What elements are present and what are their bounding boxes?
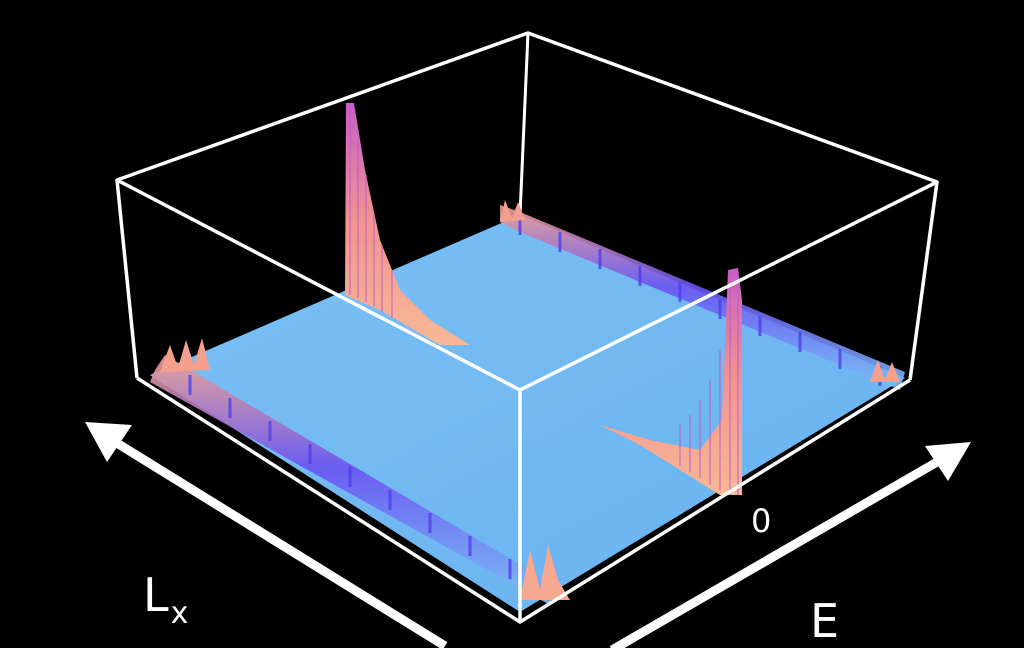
left-front-ridge <box>150 338 570 605</box>
box-front-edges <box>115 31 939 624</box>
lx-axis-arrow <box>85 422 448 648</box>
e-axis-arrow <box>609 442 971 648</box>
e-axis-zero-tick: 0 <box>751 502 772 540</box>
peak-back-left <box>345 103 470 345</box>
e-axis-label: E <box>810 594 840 648</box>
base-plane <box>150 215 905 612</box>
box-back-edges <box>518 32 530 216</box>
peak-right-front <box>600 268 742 495</box>
lx-axis-label: Lx <box>143 568 189 631</box>
